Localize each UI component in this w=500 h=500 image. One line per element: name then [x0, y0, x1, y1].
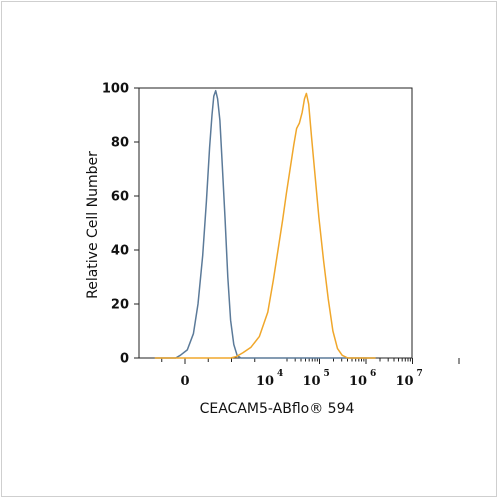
histogram-series-1: [154, 89, 376, 359]
x-tick-base: 10: [395, 374, 413, 389]
y-tick-label: 100: [102, 82, 129, 97]
y-tick-label: 0: [120, 352, 129, 367]
histogram-series-2: [154, 92, 376, 359]
x-tick-label: 10 6: [349, 369, 376, 389]
x-tick-base: 10: [256, 374, 274, 389]
x-tick-exponent: 5: [324, 369, 330, 379]
y-tick-label: 20: [111, 298, 129, 313]
x-tick-label: 10 4: [256, 369, 283, 389]
plot-frame: [138, 87, 413, 359]
x-tick-exponent: 4: [277, 369, 283, 379]
x-axis-label: CEACAM5-ABflo® 594: [200, 401, 355, 417]
y-axis: 0 20 40 60 80 100: [102, 82, 139, 367]
x-tick-base: 10: [349, 374, 367, 389]
x-tick-label: 0: [180, 374, 189, 389]
series-group: [154, 89, 376, 359]
x-tick-base: 10: [302, 374, 320, 389]
x-axis: 0 10 4 10 5 10 6 10 7: [161, 358, 460, 389]
x-tick-exponent: 7: [417, 369, 423, 379]
y-tick-label: 80: [111, 136, 129, 151]
y-tick-label: 40: [111, 244, 129, 259]
y-axis-label: Relative Cell Number: [85, 151, 101, 299]
x-tick-base: 0: [180, 374, 189, 389]
y-tick-label: 60: [111, 190, 129, 205]
plot-area: [138, 87, 413, 359]
x-tick-exponent: 6: [370, 369, 376, 379]
x-tick-label: 10 5: [302, 369, 329, 389]
x-tick-label: 10 7: [395, 369, 422, 389]
